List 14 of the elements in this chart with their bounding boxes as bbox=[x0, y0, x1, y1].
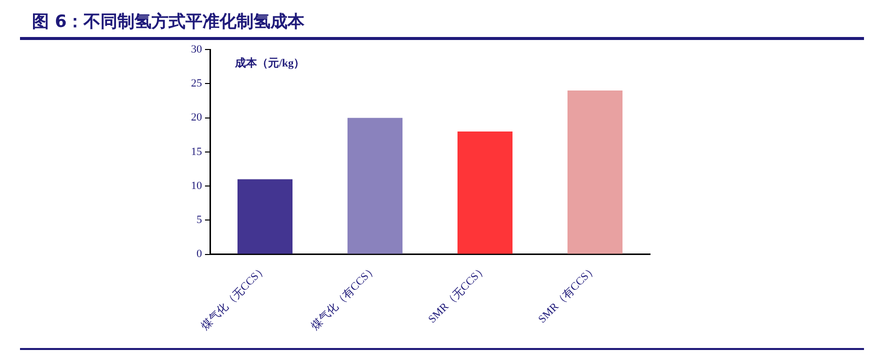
y-tick-label: 10 bbox=[191, 180, 202, 192]
bar bbox=[238, 179, 292, 254]
chart-title: 图 6：不同制氢方式平准化制氢成本 bbox=[31, 11, 306, 34]
bar bbox=[348, 118, 402, 254]
x-tick-label: 煤气化（有CCS） bbox=[309, 262, 380, 332]
y-axis-title: 成本（元/kg） bbox=[234, 56, 305, 70]
y-tick-label: 5 bbox=[196, 214, 202, 226]
y-tick-label: 25 bbox=[191, 78, 202, 90]
bar bbox=[568, 90, 622, 254]
bar bbox=[458, 131, 512, 254]
y-tick-label: 0 bbox=[196, 248, 202, 260]
y-tick-label: 30 bbox=[191, 43, 202, 56]
y-tick-label: 15 bbox=[191, 146, 202, 158]
y-tick-label: 20 bbox=[191, 112, 202, 124]
